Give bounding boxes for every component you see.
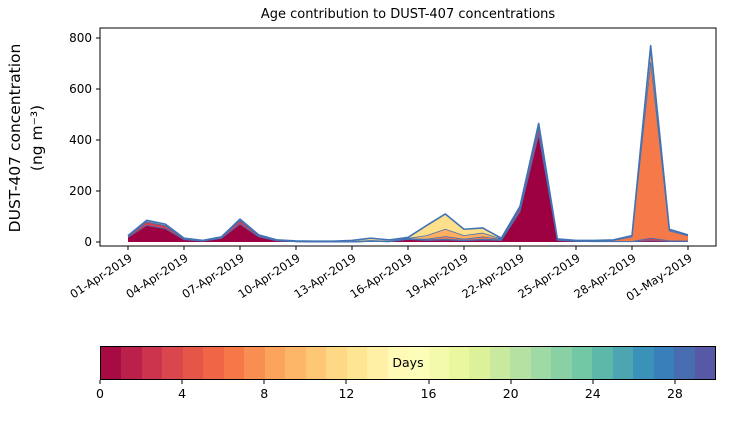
layer-outline <box>127 134 688 243</box>
colorbar-segment <box>448 347 470 379</box>
y-tick-label: 400 <box>69 133 92 147</box>
colorbar-segment <box>408 347 429 379</box>
colorbar-segment <box>162 347 183 379</box>
colorbar-segment <box>428 347 449 379</box>
y-tick-label: 600 <box>69 82 92 96</box>
area-series-3 <box>128 50 688 242</box>
colorbar-segment <box>653 347 675 379</box>
colorbar-segment <box>571 347 593 379</box>
colorbar-segment <box>101 347 122 379</box>
colorbar-tick-label: 0 <box>96 386 104 401</box>
area-series-0 <box>128 134 688 242</box>
y-tick-label: 800 <box>69 31 92 45</box>
layer-outline <box>127 61 689 243</box>
colorbar-segment <box>551 347 572 379</box>
colorbar-tick <box>99 380 101 384</box>
colorbar-tick-label: 20 <box>502 386 519 401</box>
colorbar-segment <box>305 347 327 379</box>
colorbar: Days 0 4 8 12 16 20 24 28 <box>96 346 716 406</box>
area-series-1 <box>128 127 688 242</box>
colorbar-segment <box>387 347 409 379</box>
x-tick-label: 16-Apr-2019 <box>347 251 414 301</box>
colorbar-segment <box>489 347 511 379</box>
x-tick-label: 22-Apr-2019 <box>459 251 526 301</box>
colorbar-segment <box>326 347 347 379</box>
chart-title: Age contribution to DUST-407 concentrati… <box>260 7 556 22</box>
colorbar-segment <box>633 347 654 379</box>
x-tick-label: 07-Apr-2019 <box>179 251 246 301</box>
colorbar-tick-label: 12 <box>338 386 355 401</box>
colorbar-segment <box>592 347 613 379</box>
y-tick-label: 0 <box>84 235 92 249</box>
colorbar-segment <box>612 347 634 379</box>
colorbar-segment <box>469 347 490 379</box>
colorbar-tick-label: 28 <box>666 386 683 401</box>
colorbar-segment <box>346 347 368 379</box>
colorbar-segment <box>674 347 695 379</box>
colorbar-segment <box>223 347 245 379</box>
colorbar-segment <box>141 347 163 379</box>
layer-outline <box>127 127 689 243</box>
layer-outline <box>127 50 689 243</box>
colorbar-segment <box>285 347 306 379</box>
plot-border <box>99 27 717 247</box>
colorbar-tick <box>345 380 347 384</box>
area-series-2 <box>128 62 688 242</box>
total-outline <box>127 44 689 243</box>
colorbar-tick <box>592 380 594 384</box>
colorbar-tick <box>263 380 265 384</box>
colorbar-segment <box>367 347 388 379</box>
x-tick-label: 10-Apr-2019 <box>235 251 302 301</box>
colorbar-axis: 0 4 8 12 16 20 24 28 <box>96 380 716 406</box>
colorbar-segment <box>182 347 204 379</box>
area-series-4 <box>128 45 688 243</box>
colorbar-tick-label: 16 <box>420 386 437 401</box>
colorbar-gradient <box>100 346 716 380</box>
colorbar-tick-label: 4 <box>178 386 187 401</box>
y-tick-label: 200 <box>69 184 92 198</box>
colorbar-tick-label: 24 <box>584 386 601 401</box>
x-tick-label: 01-Apr-2019 <box>67 251 134 301</box>
colorbar-tick <box>674 380 676 384</box>
colorbar-tick-label: 8 <box>260 386 269 401</box>
colorbar-segment <box>530 347 552 379</box>
x-tick-label: 04-Apr-2019 <box>123 251 190 301</box>
colorbar-tick <box>510 380 512 384</box>
colorbar-segment <box>510 347 531 379</box>
colorbar-segment <box>244 347 265 379</box>
x-tick-label: 25-Apr-2019 <box>515 251 582 301</box>
colorbar-segment <box>203 347 224 379</box>
colorbar-tick <box>428 380 430 384</box>
colorbar-segment <box>264 347 286 379</box>
x-tick-label: 13-Apr-2019 <box>291 251 358 301</box>
colorbar-tick <box>181 380 183 384</box>
colorbar-segment <box>694 347 716 379</box>
stacked-area-plot: 0 200 400 600 800 01-Apr-201904-Apr-201907-Ap… <box>67 27 717 304</box>
x-tick-label: 19-Apr-2019 <box>403 251 470 301</box>
colorbar-segment <box>121 347 142 379</box>
